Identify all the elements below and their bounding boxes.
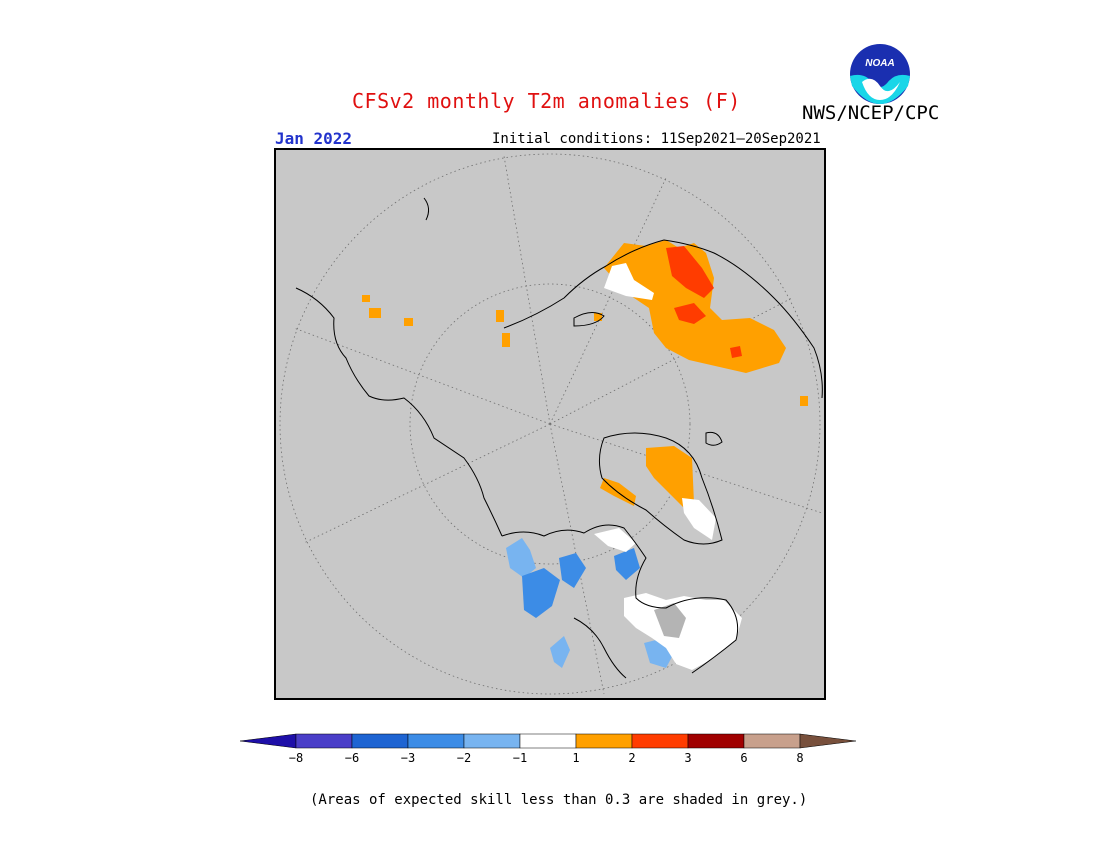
colorbar-bin [575,733,633,749]
noaa-logo-text: NOAA [865,58,894,69]
colorbar-bin [687,733,745,749]
colorbar-tick-label: 1 [572,751,579,765]
graticule [279,153,823,695]
colorbar-bin [407,733,465,749]
map-border [274,148,826,700]
polar-map [274,148,826,700]
colorbar-tick-label: −3 [401,751,415,765]
canada-cold-2to3-c [614,548,640,580]
siberia-warm-2to3-c [730,346,742,358]
page-title: CFSv2 monthly T2m anomalies (F) [352,89,741,113]
hudson-low-skill [654,603,686,638]
colorbar-bins [239,733,857,749]
colorbar-bin [351,733,409,749]
siberia-neutral [604,263,654,300]
coastline-hudson [573,617,627,679]
colorbar-bin [239,733,297,749]
canada-cold-1to2 [506,538,536,578]
warm-spot [496,310,504,322]
coastline-siberia [503,239,823,399]
colorbar-bin [743,733,801,749]
colorbar-tick-label: 8 [796,751,803,765]
colorbar-tick-label: −6 [345,751,359,765]
colorbar-tick-label: −1 [513,751,527,765]
canada-cold-2to3 [522,568,560,618]
warm-spot [800,396,808,406]
coastline-alaska [295,287,503,537]
colorbar-ticks: −8 −6 −3 −2 −1 1 2 3 6 8 [289,751,804,765]
coastline-island [573,312,605,327]
siberia-warm-2to3 [666,246,714,298]
warm-spot [362,295,370,302]
warm-spot [404,318,413,326]
coastline-island-2 [705,431,723,446]
colorbar: −8 −6 −3 −2 −1 1 2 3 6 8 [239,733,857,765]
siberia-warm-2to3-b [674,303,706,324]
coastline-island-3 [423,197,430,221]
hudson-neutral [624,593,742,670]
footnote: (Areas of expected skill less than 0.3 a… [310,792,808,808]
colorbar-tick-label: 2 [628,751,635,765]
agency-label: NWS/NCEP/CPC [802,102,940,124]
canada-cold-2to3-b [559,553,586,588]
colorbar-bin [631,733,689,749]
canada-cold-1to2-b [550,636,570,668]
initial-conditions: Initial conditions: 11Sep2021—20Sep2021 [492,131,821,147]
colorbar-bin [295,733,353,749]
colorbar-tick-label: −2 [457,751,471,765]
coastlines [295,197,823,679]
colorbar-tick-label: −8 [289,751,303,765]
colorbar-tick-label: 6 [740,751,747,765]
warm-spot [594,313,602,321]
anomaly-shading [362,240,808,670]
coastline-greenland [598,432,723,545]
noaa-logo: NOAA [849,43,911,105]
forecast-month: Jan 2022 [275,129,353,148]
canada-neutral [594,528,636,552]
colorbar-bin [463,733,521,749]
colorbar-bin [519,733,577,749]
warm-spot [369,308,381,318]
greenland-warm-1to2 [646,446,694,510]
warm-spot [502,333,510,347]
coastline-canada [501,524,739,674]
colorbar-bin [799,733,857,749]
colorbar-tick-label: 3 [684,751,691,765]
greenland-neutral [682,498,716,540]
